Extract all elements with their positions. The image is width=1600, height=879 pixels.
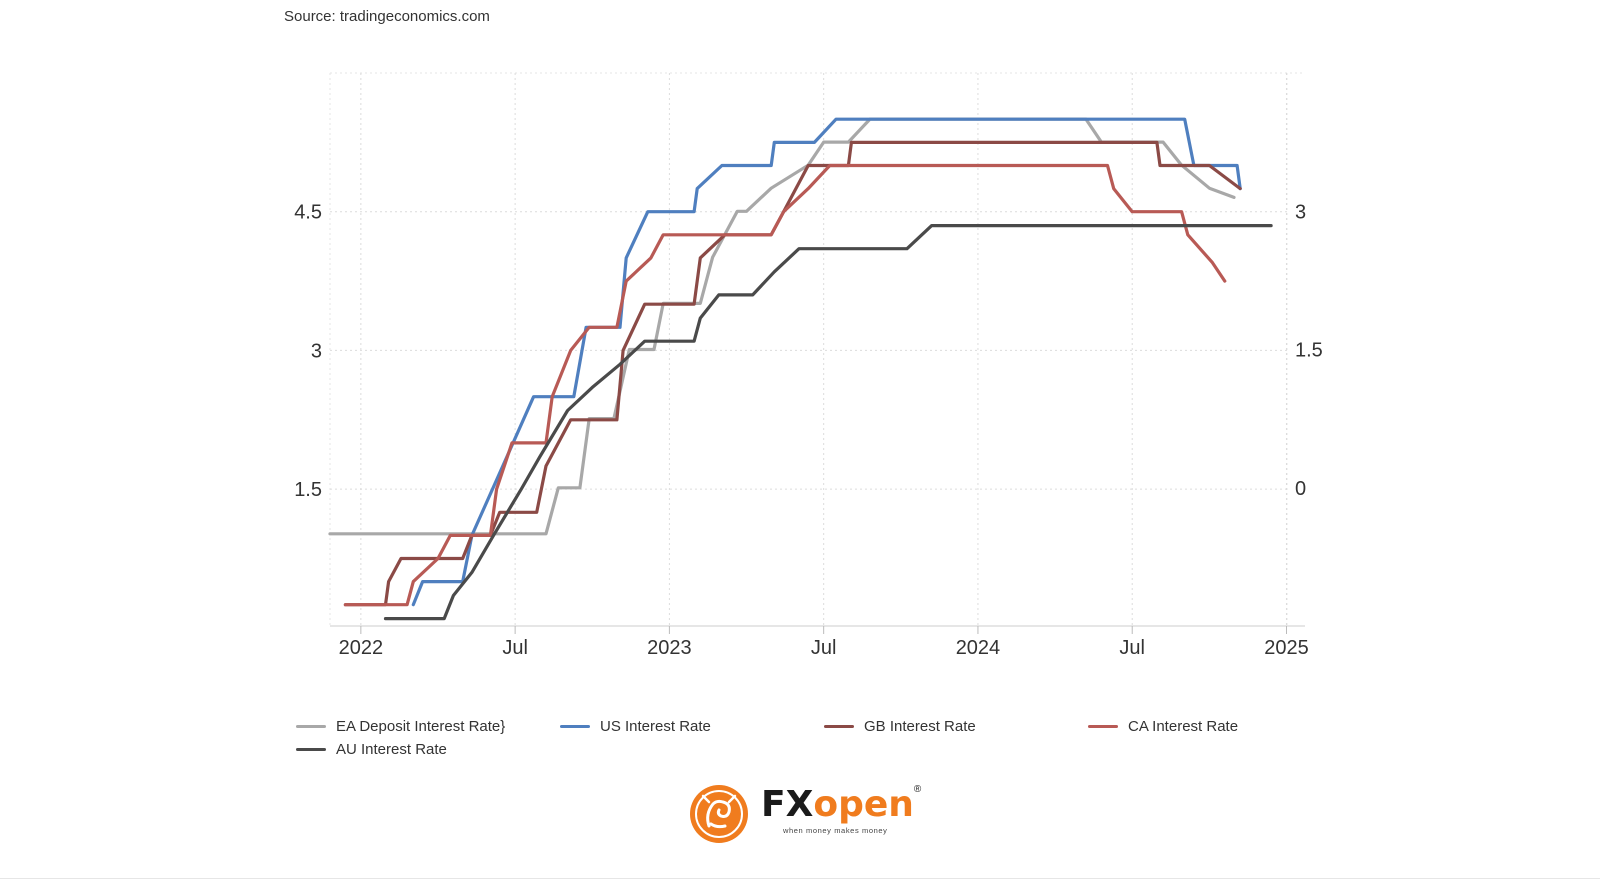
legend-item-ca: CA Interest Rate xyxy=(1088,718,1238,735)
x-tick-label: Jul xyxy=(1119,637,1145,659)
series-line-us-interest-rate xyxy=(411,117,1242,607)
legend-label-au: AU Interest Rate xyxy=(336,741,447,758)
legend-swatch-gb xyxy=(824,725,854,728)
y-left-tick-label: 3 xyxy=(311,340,322,362)
legend-item-us: US Interest Rate xyxy=(560,718,711,735)
legend-swatch-ea xyxy=(296,725,326,728)
legend-label-ca: CA Interest Rate xyxy=(1128,718,1239,735)
logo-registered-mark: ® xyxy=(913,784,922,795)
series-line-gb-interest-rate xyxy=(343,140,1242,607)
chart-ticks: 2022 Jul 2023 Jul 2024 Jul 2025 1.5 3 4.5 0 1.5 3 xyxy=(294,201,1323,659)
legend-label-us: US Interest Rate xyxy=(600,718,711,735)
legend-item-gb: GB Interest Rate xyxy=(824,718,976,735)
legend-swatch-au xyxy=(296,748,326,751)
fxopen-logo: FXopen® when money makes money xyxy=(687,780,947,848)
legend-label-ea: EA Deposit Interest Rate xyxy=(336,718,501,735)
y-right-tick-label: 1.5 xyxy=(1295,340,1323,362)
x-tick-label: 2025 xyxy=(1264,637,1309,659)
legend-item-ea: EA Deposit Interest Rate } xyxy=(296,718,505,735)
legend-label-gb: GB Interest Rate xyxy=(864,718,976,735)
interest-rate-chart: 2022 Jul 2023 Jul 2024 Jul 2025 1.5 3 4.5 0 1.5 3 xyxy=(294,72,1323,659)
y-right-tick-label: 0 xyxy=(1295,478,1306,500)
legend-swatch-ca xyxy=(1088,725,1118,728)
x-tick-label: Jul xyxy=(811,637,837,659)
chart-axes xyxy=(330,625,1305,634)
y-right-tick-label: 3 xyxy=(1295,201,1306,223)
logo-tagline: when money makes money xyxy=(783,826,888,835)
x-tick-label: Jul xyxy=(502,637,528,659)
chart-series xyxy=(328,117,1273,621)
fxopen-emblem-icon xyxy=(690,785,748,843)
y-left-tick-label: 4.5 xyxy=(294,202,322,224)
x-tick-label: 2023 xyxy=(647,637,692,659)
series-line-ca-interest-rate xyxy=(343,163,1227,607)
legend-item-au: AU Interest Rate xyxy=(296,741,447,758)
x-tick-label: 2022 xyxy=(339,637,384,659)
x-tick-label: 2024 xyxy=(956,637,1001,659)
logo-brand-part1: FX xyxy=(761,784,814,825)
legend-swatch-us xyxy=(560,725,590,728)
series-line-ea-deposit-interest-rate xyxy=(328,117,1236,536)
y-left-tick-label: 1.5 xyxy=(294,479,322,501)
logo-brand-part2: open xyxy=(813,784,914,825)
source-caption: Source: tradingeconomics.com xyxy=(284,8,490,25)
series-line-au-interest-rate xyxy=(383,224,1273,621)
